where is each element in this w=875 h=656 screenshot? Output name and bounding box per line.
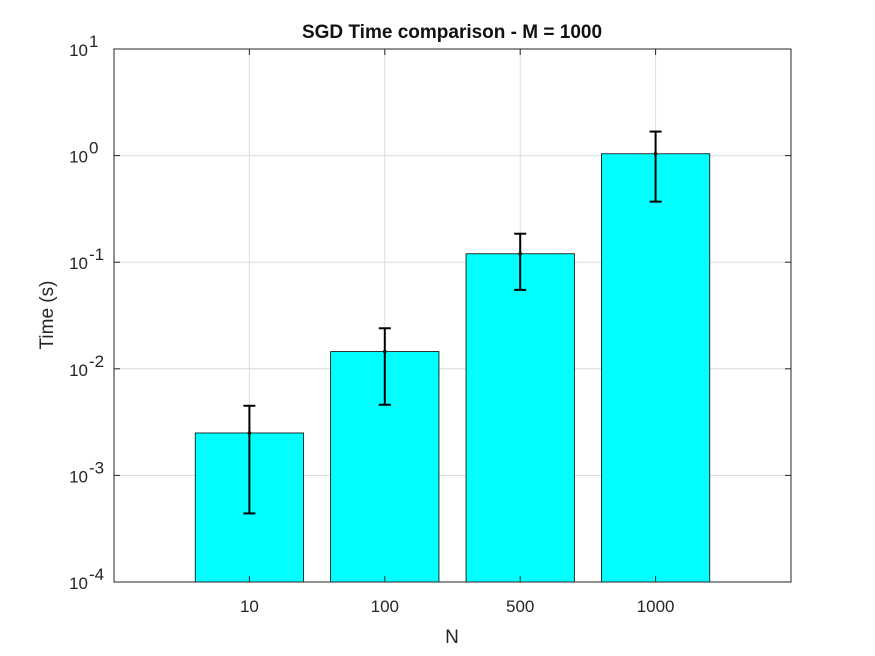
x-axis-label: N	[445, 627, 459, 648]
y-tick-exponent: 1	[89, 32, 98, 51]
y-tick-exponent: 0	[89, 139, 98, 158]
y-tick-exponent: -4	[89, 565, 104, 584]
error-bars-layer	[243, 130, 662, 515]
y-tick-label: 10	[69, 467, 88, 486]
y-tick-label: 10	[69, 361, 88, 380]
axes-box	[113, 48, 792, 583]
x-tick-label: 100	[371, 597, 399, 616]
y-tick-label: 10	[69, 254, 88, 273]
error-center-point	[383, 349, 387, 354]
x-tick-label: 1000	[637, 597, 675, 616]
error-center-point	[518, 251, 522, 256]
y-tick-label: 10	[69, 41, 88, 60]
error-center-point	[653, 151, 658, 156]
y-tick-label: 10	[69, 574, 88, 593]
bar-500	[465, 253, 575, 583]
chart-title: SGD Time comparison - M = 1000	[302, 22, 602, 43]
y-tick-label: 10	[69, 148, 88, 167]
error-center-point	[247, 431, 252, 435]
x-tick-label: 10	[240, 597, 259, 616]
bar-1000	[601, 153, 711, 583]
y-tick-exponent: -2	[89, 352, 104, 371]
x-tick-label: 500	[506, 597, 534, 616]
y-tick-exponent: -3	[89, 458, 104, 477]
y-axis-label: Time (s)	[37, 281, 58, 350]
y-tick-exponent: -1	[89, 245, 104, 264]
